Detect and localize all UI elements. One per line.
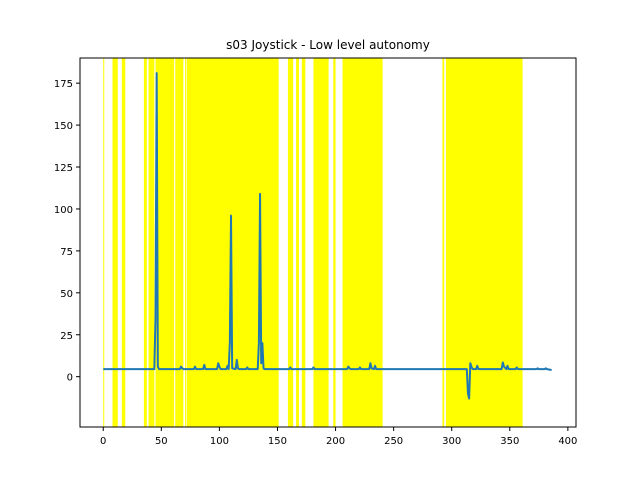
highlight-span [301,58,306,427]
y-tick-label: 125 [54,163,73,174]
highlight-span [143,58,147,427]
y-tick-label: 25 [60,331,73,342]
axes-frame [79,57,577,428]
highlight-span [313,58,329,427]
y-tick-label: 50 [60,289,73,300]
highlight-span [333,58,336,427]
x-tick-label: 50 [155,436,168,447]
highlight-span [287,58,294,427]
highlight-span [442,58,445,427]
highlight-span [445,58,523,427]
highlight-span [186,58,279,427]
y-tick-label: 100 [54,205,73,216]
x-tick-label: 250 [384,436,403,447]
highlight-span [342,58,383,427]
highlight-span [148,58,155,427]
x-tick-label: 300 [442,436,461,447]
x-tick-label: 400 [558,436,577,447]
highlight-span [112,58,118,427]
x-tick-label: 100 [210,436,229,447]
x-tick-label: 150 [268,436,287,447]
highlight-span [103,58,105,427]
highlight-span [121,58,126,427]
highlight-span [296,58,299,427]
chart-title: s03 Joystick - Low level autonomy [226,38,430,52]
y-tick-label: 175 [54,79,73,90]
x-tick-label: 0 [100,436,106,447]
highlight-span [185,58,187,427]
y-tick-label: 75 [60,247,73,258]
x-tick-label: 350 [500,436,519,447]
plot-area: 0 50 100 150 200 250 300 350 400 0 25 50 75 100 125 150… [54,57,577,447]
x-tick-label: 200 [326,436,345,447]
series-line [103,72,552,400]
y-tick-label: 0 [67,373,73,384]
y-tick-label: 150 [54,121,73,132]
highlight-span [175,58,184,427]
highlight-span [155,58,175,427]
